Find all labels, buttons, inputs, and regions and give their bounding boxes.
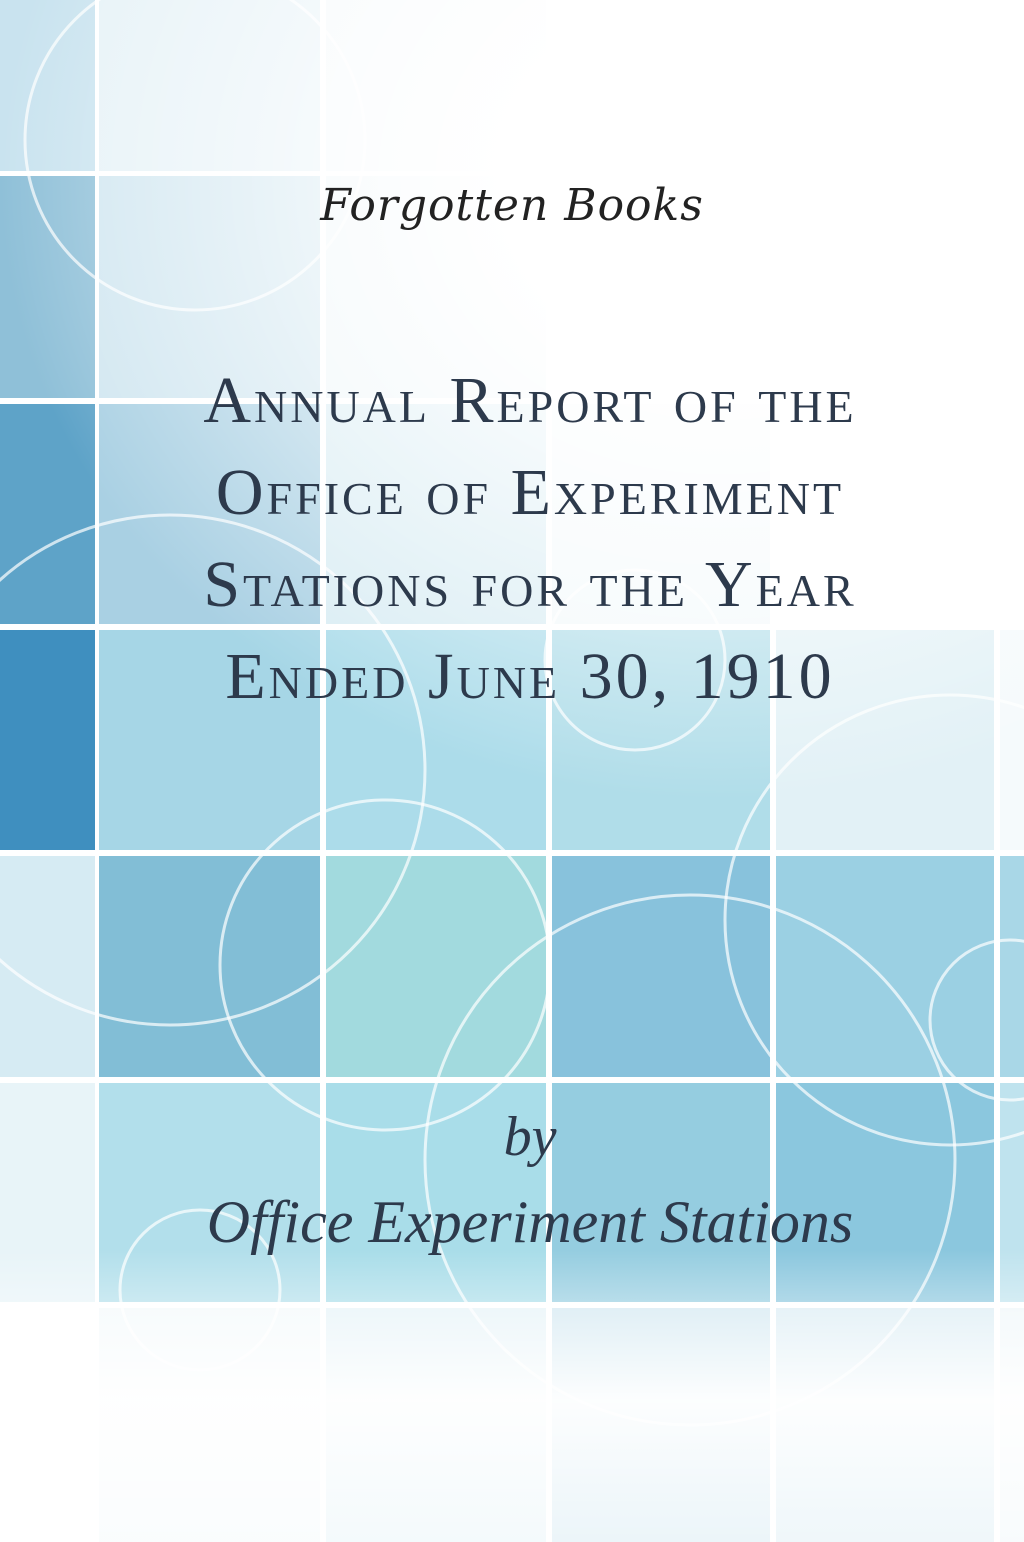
circle [928,938,1024,1102]
circle [723,693,1024,1147]
author: Office Experiment Stations [206,1189,854,1255]
book-title: Annual Report of the Office of Experimen… [0,355,1024,723]
by-label: by [503,1106,557,1168]
title-line: Office of Experiment [215,456,845,529]
publisher-logo: Forgotten Books [320,180,704,231]
title-line: Annual Report of the [203,364,857,437]
title-line: Ended June 30, 1910 [225,640,835,713]
circle [218,798,552,1132]
title-line: Stations for the Year [203,548,857,621]
circle [23,0,367,312]
